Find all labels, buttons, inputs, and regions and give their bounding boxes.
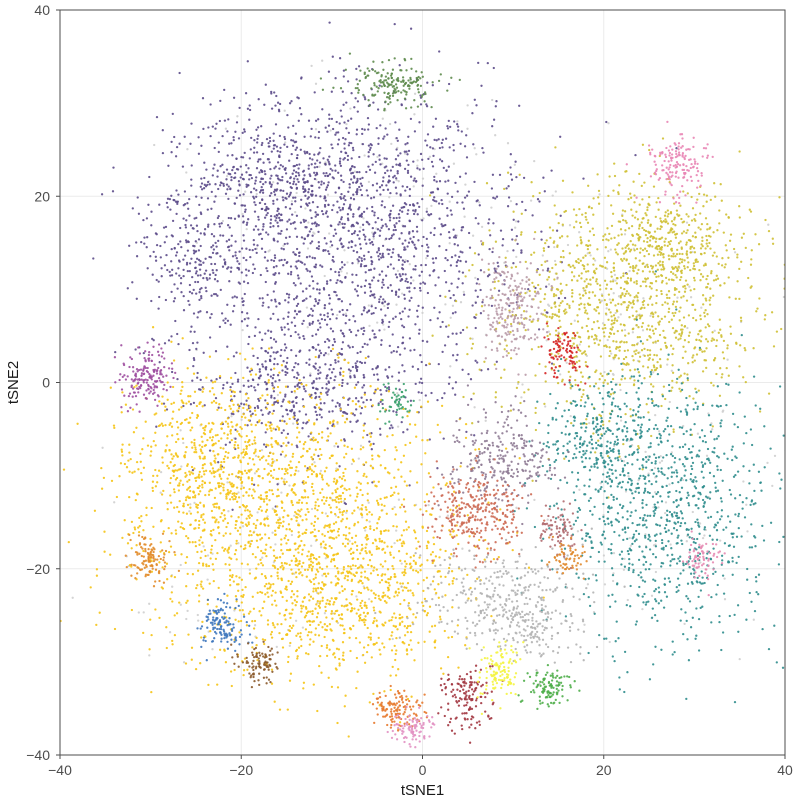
tsne-scatter-plot: −40 −20 0 20 40 −40 −20 0 20 40 tSNE1 tSNE2 [0, 0, 800, 800]
y-tick-label: 40 [34, 2, 50, 18]
x-tick-label: −20 [229, 762, 253, 778]
x-tick-label: −40 [48, 762, 72, 778]
x-axis-label: tSNE1 [401, 782, 444, 799]
x-tick-label: 40 [777, 762, 793, 778]
x-tick-label: 0 [419, 762, 427, 778]
x-tick-label: 20 [596, 762, 612, 778]
y-tick-label: −20 [26, 561, 50, 577]
y-tick-label: −40 [26, 747, 50, 763]
y-tick-label: 20 [34, 188, 50, 204]
y-tick-label: 0 [42, 375, 50, 391]
y-axis-label: tSNE2 [5, 361, 22, 404]
